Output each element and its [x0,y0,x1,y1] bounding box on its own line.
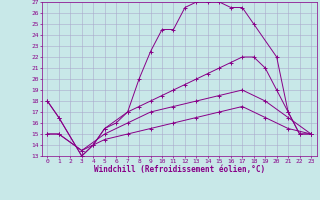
X-axis label: Windchill (Refroidissement éolien,°C): Windchill (Refroidissement éolien,°C) [94,165,265,174]
